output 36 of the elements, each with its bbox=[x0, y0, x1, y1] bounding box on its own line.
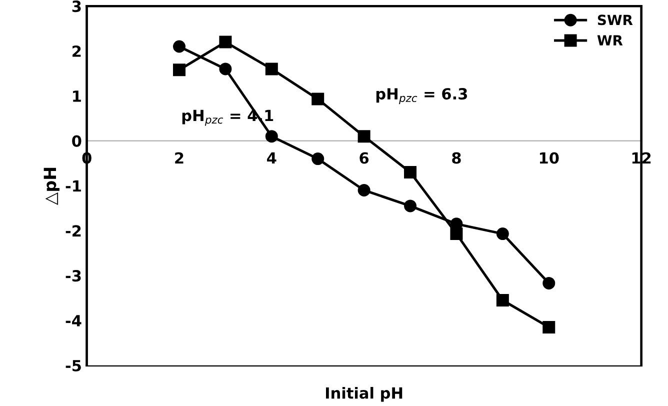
point bbox=[450, 228, 463, 240]
x-tick-label: 6 bbox=[360, 152, 369, 164]
legend-label: WR bbox=[597, 35, 623, 46]
y-tick-label: 0 bbox=[72, 135, 82, 147]
point bbox=[219, 62, 232, 76]
y-tick-label: -3 bbox=[66, 270, 81, 282]
y-tick-label: 3 bbox=[72, 0, 81, 12]
point bbox=[172, 40, 186, 53]
point bbox=[358, 130, 370, 143]
x-tick-label: 10 bbox=[540, 152, 559, 164]
point bbox=[172, 64, 186, 76]
point bbox=[496, 228, 509, 240]
legend-label: SWR bbox=[598, 14, 633, 26]
x-tick-label: 2 bbox=[175, 152, 184, 164]
y-tick-label: 2 bbox=[72, 45, 81, 57]
point bbox=[265, 130, 278, 143]
x-axis-title: Initial pH bbox=[326, 386, 402, 402]
point bbox=[542, 320, 556, 334]
y-tick-label: -2 bbox=[66, 225, 81, 236]
point bbox=[312, 152, 324, 166]
y-tick-label: -4 bbox=[66, 315, 82, 326]
y-tick-label: 1 bbox=[73, 90, 81, 102]
x-tick-label: 4 bbox=[267, 152, 276, 164]
point bbox=[312, 92, 324, 106]
annotation: pH$_{pzc}$ = 6.3 bbox=[376, 88, 468, 104]
point bbox=[496, 294, 509, 307]
point bbox=[358, 184, 370, 196]
point bbox=[542, 276, 556, 290]
y-tick-label: -5 bbox=[66, 360, 81, 372]
point bbox=[404, 200, 417, 212]
x-tick-label: 8 bbox=[452, 152, 461, 164]
y-axis-title: △pH bbox=[44, 168, 60, 206]
point bbox=[219, 36, 232, 48]
point bbox=[265, 62, 278, 76]
y-tick-label: -1 bbox=[66, 180, 81, 192]
point bbox=[404, 166, 417, 179]
